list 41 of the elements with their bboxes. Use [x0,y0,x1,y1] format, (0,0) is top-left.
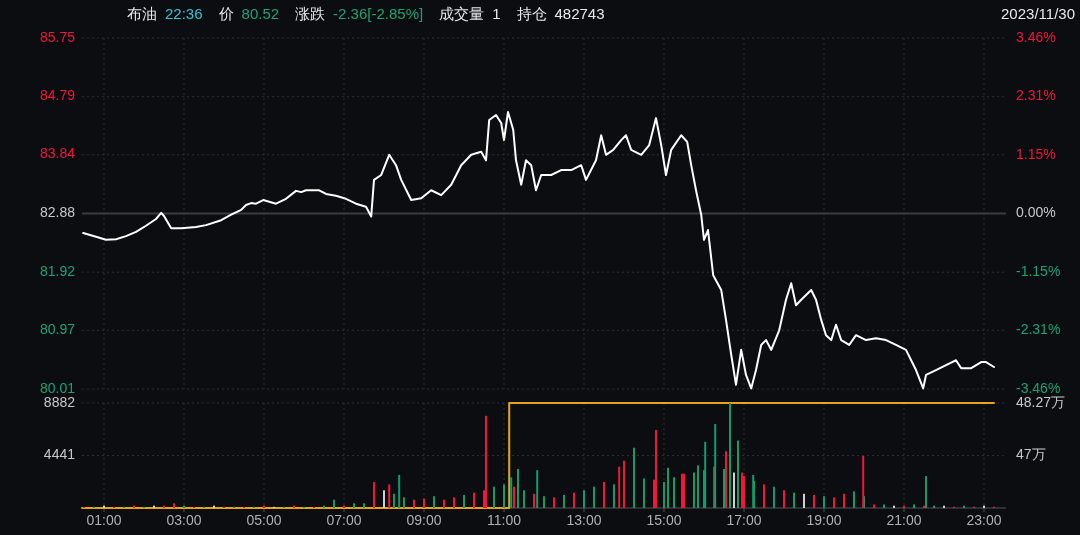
text: 22:36 [165,5,203,22]
text: 482743 [554,5,605,22]
text: 成交量 [439,5,485,22]
y-tick-label: 80.01 [39,379,76,396]
x-tick-label: 13:00 [566,512,602,528]
text: 价 [217,5,234,22]
y2-tick-label: -3.46% [1016,379,1061,396]
y-tick-label: 82.88 [39,204,76,221]
y2-tick-label: 0.00% [1016,204,1056,221]
y2-tick-label: 47万 [1016,446,1046,463]
text: 2023/11/30 [1001,5,1075,22]
text: 布油 [127,5,157,22]
y-tick-label: 8882 [43,393,76,410]
y2-tick-label: 48.27万 [1016,393,1066,410]
text: 涨跌 [295,5,326,22]
x-tick-label: 23:00 [966,512,1002,528]
text: 持仓 [516,5,547,22]
y2-tick-label: -2.31% [1016,321,1061,338]
y2-tick-label: 2.31% [1016,87,1056,104]
y-tick-label: 80.97 [39,321,76,337]
x-tick-label: 21:00 [886,512,922,528]
y-tick-label: 85.75 [39,28,76,45]
x-tick-label: 01:00 [86,512,122,528]
text: 80.52 [241,5,280,22]
y2-tick-label: -1.15% [1016,262,1061,279]
y2-tick-label: 1.15% [1016,145,1056,162]
x-tick-label: 05:00 [246,512,282,528]
y-tick-label: 83.84 [39,145,76,162]
x-tick-label: 15:00 [646,512,682,528]
y2-tick-label: 3.46% [1016,28,1056,45]
y-tick-label: 84.79 [39,87,76,104]
y-tick-label: 4441 [43,446,76,463]
x-tick-label: 17:00 [726,512,762,528]
x-tick-label: 09:00 [406,512,442,528]
text: -2.36[-2.85%] [333,5,424,22]
x-tick-label: 11:00 [487,512,522,528]
x-tick-label: 19:00 [806,512,842,528]
y-tick-label: 81.92 [39,262,76,279]
text: 1 [492,5,501,22]
x-tick-label: 03:00 [166,512,202,528]
x-tick-label: 07:00 [326,512,362,528]
